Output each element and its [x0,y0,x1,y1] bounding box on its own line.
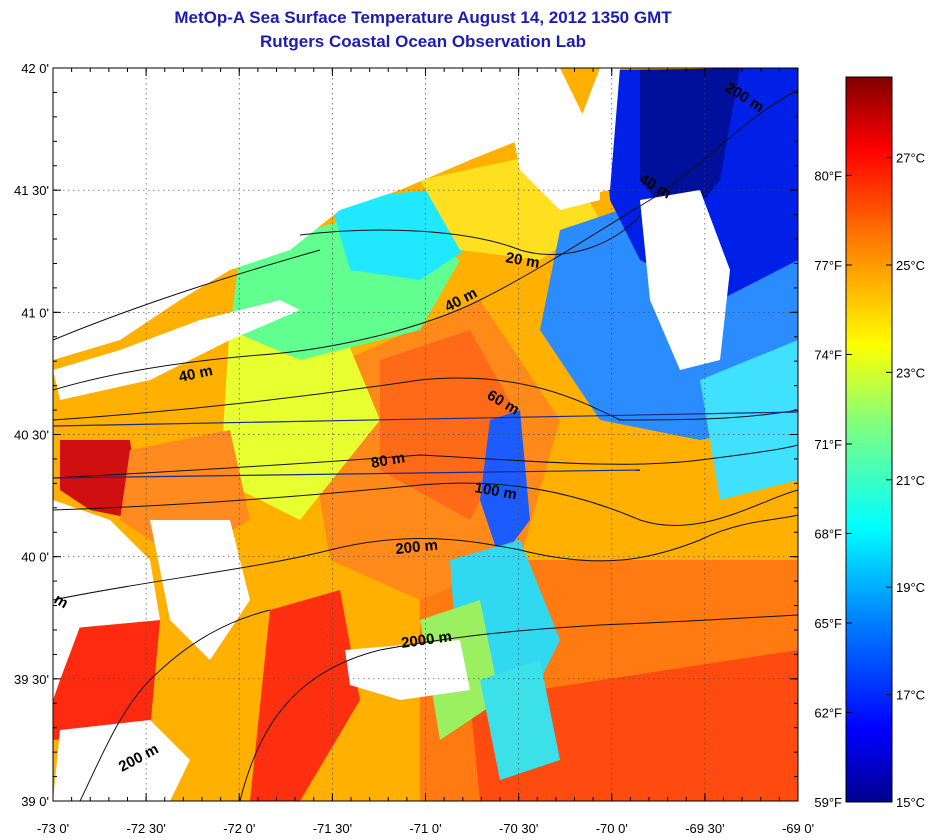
lon-tick-label: -70 0' [596,821,628,836]
celsius-label: 19°C [896,580,925,595]
isobath-80m [53,444,798,479]
isobath-label: 2000 m [400,628,453,652]
celsius-label: 23°C [896,365,925,380]
isobath-label: 200 m [395,537,439,558]
isobath-label: 40 m [177,362,214,386]
latitude-axis: 42 0' 41 30' 41 0' 40 30' 40 0' 39 30' 39 0' [14,61,798,809]
map-title: MetOp-A Sea Surface Temperature August 1… [174,8,672,27]
isobath-100m [53,482,798,526]
lat-tick-label: 39 0' [21,794,49,809]
lat-tick-label: 42 0' [21,61,49,76]
fahrenheit-scale: 80°F 77°F 74°F 71°F 68°F 65°F 62°F 59°F [814,168,852,810]
celsius-label: 15°C [896,795,925,810]
fahrenheit-label: 74°F [814,347,842,362]
celsius-label: 21°C [896,473,925,488]
hot-southwest-patch [250,590,360,801]
hot-west-patch [60,440,140,520]
coldest-water [640,68,740,230]
hot-south-water [470,650,798,801]
land-mainland [53,68,520,360]
sst-map: 20 m 40 m 40 m 40 m 60 m 80 m 100 m 200 … [14,61,814,836]
lon-tick-label: -72 30' [126,821,165,836]
colorbar-gradient [845,76,893,803]
shipping-line-1 [53,411,798,427]
land-cape-cod [500,68,600,210]
lat-tick-label: 41 0' [21,305,49,320]
lon-tick-label: -70 30' [499,821,538,836]
isobath-label: 80 m [370,449,407,472]
lon-tick-label: -69 0' [782,821,814,836]
fahrenheit-label: 65°F [814,616,842,631]
fahrenheit-label: 80°F [814,168,842,183]
lat-tick-label: 40 0' [21,550,49,565]
celsius-scale: 27°C 25°C 23°C 21°C 19°C 17°C 15°C [886,151,925,810]
isobath-200m-sw [79,609,271,801]
isobath-lines [53,89,798,801]
lat-tick-label: 41 30' [14,183,49,198]
lat-tick-label: 40 30' [14,428,49,443]
fahrenheit-label: 59°F [814,795,842,810]
lon-tick-label: -71 30' [313,821,352,836]
lon-tick-label: -73 0' [37,821,69,836]
isobath-label: 20 m [504,249,541,272]
fahrenheit-label: 68°F [814,526,842,541]
land-new-jersey [53,600,90,700]
celsius-label: 27°C [896,151,925,166]
isobath-40m [53,89,798,391]
nodata-cloud-center [345,640,470,700]
fahrenheit-label: 71°F [814,437,842,452]
nodata-southwest [53,500,160,630]
celsius-label: 25°C [896,258,925,273]
nodata-east [640,190,730,370]
colorbar: 27°C 25°C 23°C 21°C 19°C 17°C 15°C 80°F 77°F 74°… [814,76,925,810]
isobath-20m [299,214,641,255]
title-block: MetOp-A Sea Surface Temperature August 1… [0,6,936,54]
shipping-line-2 [53,469,641,479]
nodata-west [150,520,250,660]
fahrenheit-label: 62°F [814,705,842,720]
map-grid [53,68,798,801]
nodata-southwest-2 [53,720,190,801]
lon-tick-label: -71 0' [409,821,441,836]
lat-tick-label: 39 30' [14,672,49,687]
map-subtitle: Rutgers Coastal Ocean Observation Lab [260,32,586,51]
red-southwest-patch [53,620,160,740]
isobath-2000m [239,614,798,801]
fahrenheit-label: 77°F [814,258,842,273]
lon-tick-label: -69 30' [685,821,724,836]
cyan-east-water [700,340,798,500]
longitude-axis: -73 0' -72 30' -72 0' -71 30' -71 0' -70 30' -… [37,68,814,836]
isobath-60m [53,377,798,421]
cyan-south-patch [480,660,560,780]
lon-tick-label: -72 0' [223,821,255,836]
celsius-label: 17°C [896,688,925,703]
isobath-200m [53,514,798,601]
